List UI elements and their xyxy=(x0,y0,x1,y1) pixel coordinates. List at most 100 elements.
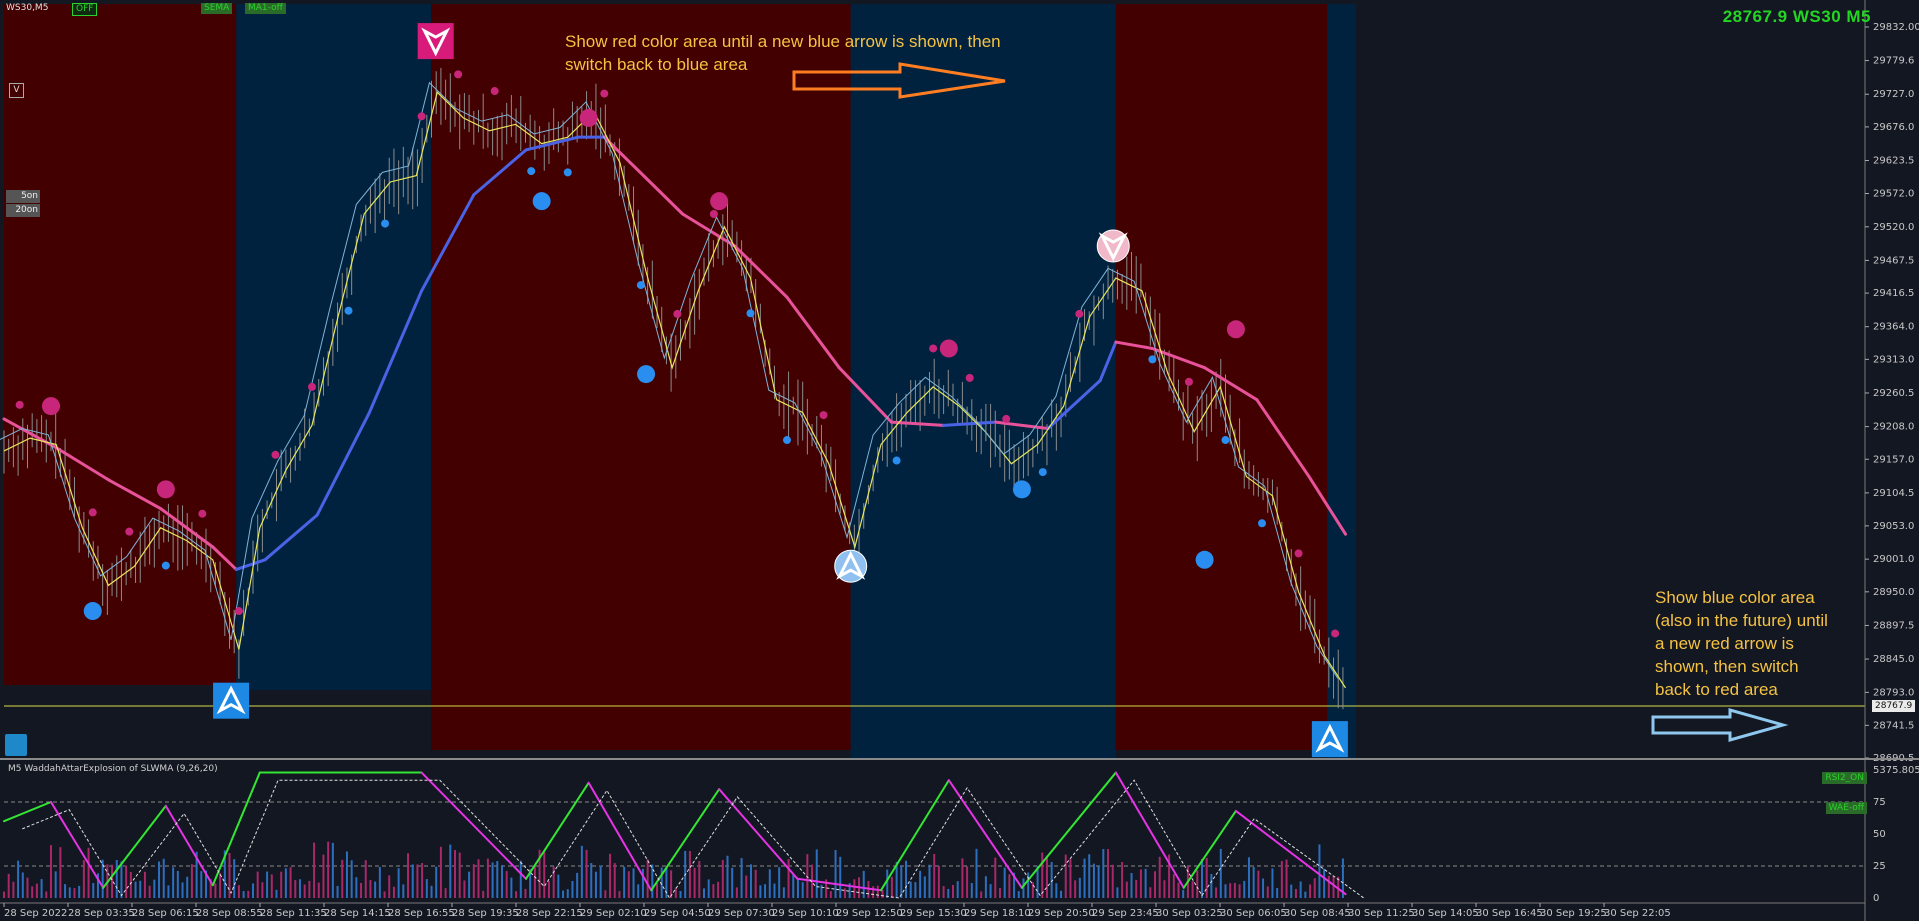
fast-ma-line-2 xyxy=(0,81,1339,679)
wae-explosion-segment xyxy=(650,788,721,892)
semafor-dot-small-low xyxy=(161,561,170,570)
time-tick-label: 30 Sep 06:05 xyxy=(1220,908,1287,919)
semafor-dot-small-high xyxy=(490,87,499,96)
slow-ma-segment xyxy=(315,411,371,517)
semafor-dot-high xyxy=(579,108,598,127)
zone-blue xyxy=(236,4,431,690)
semafor-dot-small-high xyxy=(709,209,718,218)
wae-off-tag[interactable]: WAE-off xyxy=(1825,802,1867,814)
semafor-dot-small-high xyxy=(271,450,280,459)
v-button[interactable]: V xyxy=(9,83,24,98)
wae-explosion-segment xyxy=(420,771,527,880)
wae-explosion-segment xyxy=(1182,809,1237,889)
slow-ma-segment xyxy=(54,446,110,482)
sell-arrow-icon xyxy=(417,23,454,60)
price-tick-label: 29676.0 xyxy=(1873,122,1914,133)
semafor-dots xyxy=(15,70,1340,638)
time-tick-label: 28 Sep 03:35 xyxy=(68,908,135,919)
price-tick-label: 28897.5 xyxy=(1873,620,1914,631)
symbol-label: WS30,M5 xyxy=(6,3,49,13)
semafor-dot-small-high xyxy=(417,112,426,121)
semafor-dot-small-high xyxy=(125,527,134,536)
wae-explosion-segment xyxy=(164,804,214,887)
buy-arrow-icon xyxy=(213,682,250,719)
arrow-glyph xyxy=(216,685,246,715)
period-20-button[interactable]: 20on xyxy=(6,204,40,217)
semafor-dot-small-high xyxy=(673,309,682,318)
off-button[interactable]: OFF xyxy=(72,3,98,16)
semafor-dot-small-low xyxy=(563,168,572,177)
time-tick-label: 29 Sep 10:10 xyxy=(772,908,839,919)
time-tick-label: 29 Sep 04:50 xyxy=(644,908,711,919)
annotation-arrows xyxy=(792,62,1789,742)
slow-ma-segment xyxy=(733,244,789,299)
time-tick-label: 28 Sep 19:35 xyxy=(452,908,519,919)
semafor-dot-small-high xyxy=(819,411,828,420)
time-tick-label: 30 Sep 14:05 xyxy=(1412,908,1479,919)
annotation-right-line: back to red area xyxy=(1655,680,1778,699)
semafor-dot-small-low xyxy=(1258,519,1267,528)
slow-ma-segment xyxy=(1307,475,1348,536)
semafor-dot-high xyxy=(156,480,175,499)
slow-ma-segment xyxy=(367,289,424,415)
arrow-glyph xyxy=(1098,232,1128,262)
current-price-tag: 28767.9 xyxy=(1872,700,1916,712)
semafor-dot-small-low xyxy=(783,436,791,445)
slow-ma-segment xyxy=(681,212,737,248)
buy-arrow-icon xyxy=(834,549,868,583)
semafor-dot-small-high xyxy=(1331,629,1340,638)
semafor-dot-small-low xyxy=(381,219,390,228)
annotation-arrow-orange xyxy=(792,62,1006,99)
indicator-title: M5 WaddahAttarExplosion of SLWMA (9,26,2… xyxy=(8,764,218,774)
time-tick-label: 30 Sep 16:45 xyxy=(1476,908,1543,919)
wae-explosion-segment xyxy=(1234,809,1347,896)
semafor-dot-high xyxy=(1226,320,1245,339)
wae-axis-label: 0 xyxy=(1873,893,1879,904)
arrow-glyph xyxy=(1315,723,1345,753)
time-tick-label: 30 Sep 19:25 xyxy=(1540,908,1607,919)
wae-explosion-segment xyxy=(102,804,167,889)
slow-ma-segment xyxy=(159,507,215,549)
price-tick-label: 28741.5 xyxy=(1873,720,1914,731)
slow-ma-segment xyxy=(263,513,319,562)
price-tick-label: 29313.0 xyxy=(1873,354,1914,365)
time-tick-label: 29 Sep 20:50 xyxy=(1028,908,1095,919)
price-tick-label: 29572.0 xyxy=(1873,189,1914,200)
time-tick-label: 28 Sep 11:35 xyxy=(260,908,327,919)
time-tick-label: 28 Sep 16:55 xyxy=(388,908,455,919)
price-tick-label: 29208.0 xyxy=(1873,422,1914,433)
crosshair-icon[interactable] xyxy=(5,734,27,756)
slow-ma-segment xyxy=(1114,340,1154,350)
wae-explosion-segment xyxy=(49,801,105,889)
semafor-dot-low xyxy=(1012,480,1031,499)
annotation-top: Show red color area until a new blue arr… xyxy=(565,30,1001,76)
semafor-dot-small-high xyxy=(198,509,207,518)
slow-ma-segment xyxy=(472,148,528,197)
time-tick-label: 29 Sep 23:45 xyxy=(1092,908,1159,919)
semafor-dot-small-low xyxy=(1148,355,1157,364)
ma1-button[interactable]: MA1-off xyxy=(245,3,286,14)
wae-axis-label: 50 xyxy=(1873,829,1886,840)
rsi2-on-tag[interactable]: RSI2_ON xyxy=(1822,772,1867,784)
sema-button[interactable]: SEMA xyxy=(201,3,233,14)
wae-explosion-segment xyxy=(1020,771,1117,889)
semafor-dot-small-high xyxy=(88,508,97,517)
annotation-top-line: switch back to blue area xyxy=(565,55,748,74)
arrow-glyph xyxy=(421,27,451,57)
wae-explosion-segment xyxy=(879,779,950,892)
wae-explosion-segment xyxy=(525,781,590,880)
semafor-dot-small-high xyxy=(965,373,974,382)
annotation-right-line: a new red arrow is xyxy=(1655,634,1794,653)
price-tick-label: 29104.5 xyxy=(1873,488,1914,499)
wae-explosion-segment xyxy=(587,781,653,892)
time-tick-label: 29 Sep 18:10 xyxy=(964,908,1031,919)
semafor-dot-low xyxy=(1195,550,1214,569)
period-5-button[interactable]: 5on xyxy=(6,190,40,203)
price-tick-label: 28793.0 xyxy=(1873,687,1914,698)
price-tick-label: 29157.0 xyxy=(1873,454,1914,465)
wae-explosion-segment xyxy=(211,771,261,887)
semafor-dot-small-high xyxy=(454,70,463,79)
semafor-dot-small-high xyxy=(52,402,61,411)
slow-ma-segment xyxy=(837,366,893,424)
